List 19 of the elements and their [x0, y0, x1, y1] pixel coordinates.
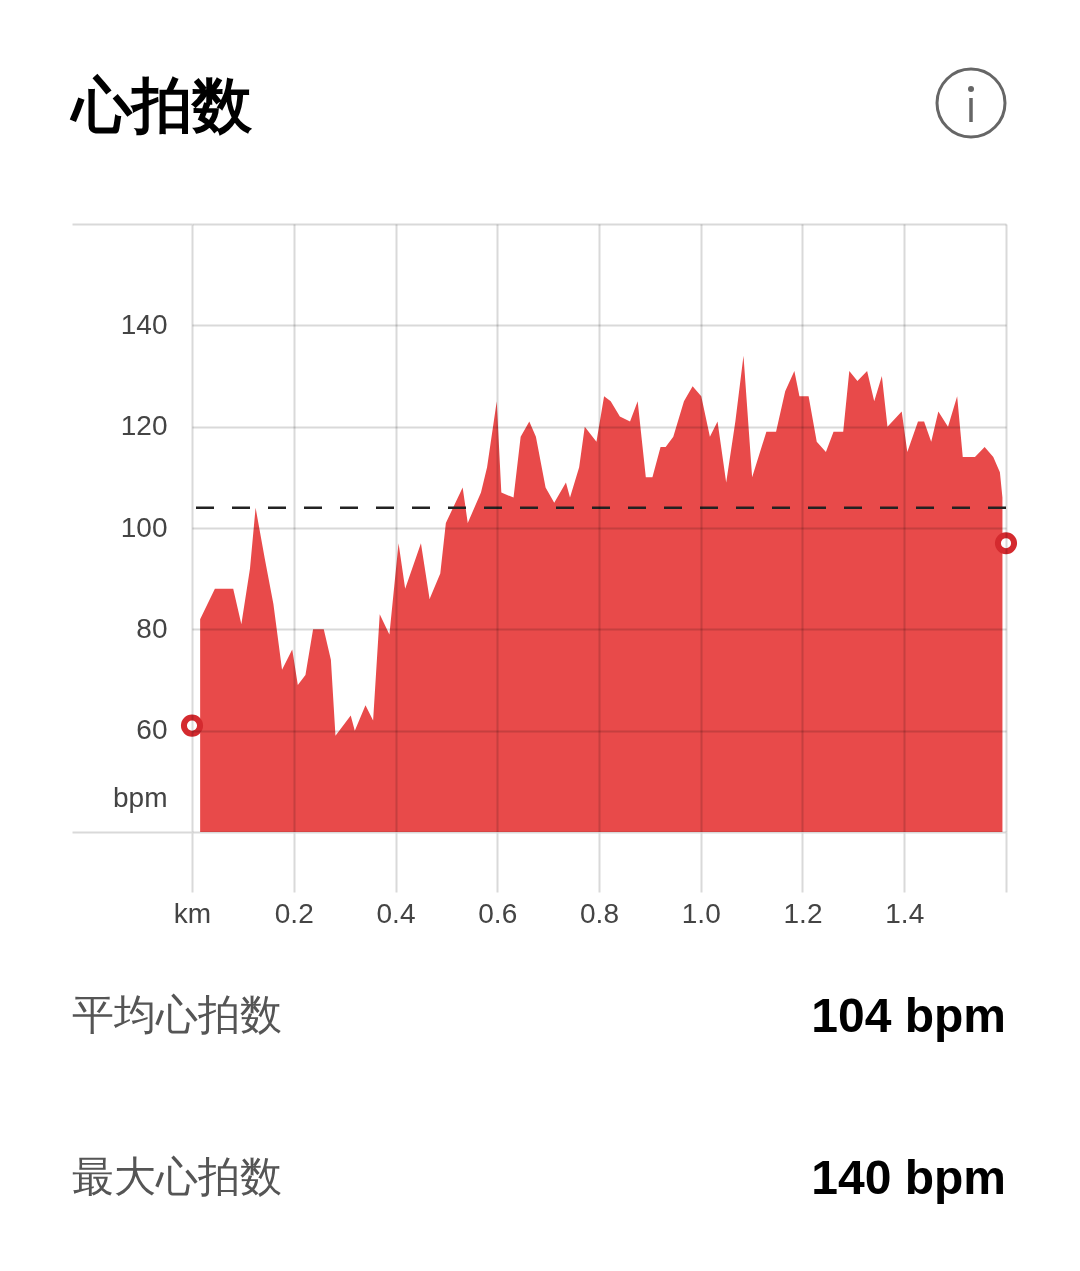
x-tick-label: km [173, 897, 212, 929]
y-tick-label: 80 [136, 612, 168, 644]
text: 104 bpm [811, 987, 1006, 1043]
y-tick-label: 60 [136, 714, 168, 746]
x-tick-label: 1.2 [783, 897, 823, 929]
x-tick-label: 0.8 [580, 897, 619, 929]
chart-title: 心拍数 [72, 69, 252, 142]
text: 140 bpm [811, 1149, 1006, 1205]
x-tick-label: 0.4 [376, 897, 416, 929]
x-tick-label: 1.0 [681, 897, 721, 929]
x-tick-label: 1.4 [885, 897, 925, 929]
x-tick-label: 0.2 [274, 897, 314, 929]
text: 最大心拍数 [72, 1151, 282, 1203]
y-tick-label: 120 [120, 410, 168, 442]
x-tick-label: 0.6 [478, 897, 518, 929]
y-tick-label: 100 [120, 511, 168, 543]
y-tick-label: 140 [120, 308, 168, 340]
text: 平均心拍数 [72, 989, 282, 1041]
y-axis-title: bpm [113, 781, 168, 813]
